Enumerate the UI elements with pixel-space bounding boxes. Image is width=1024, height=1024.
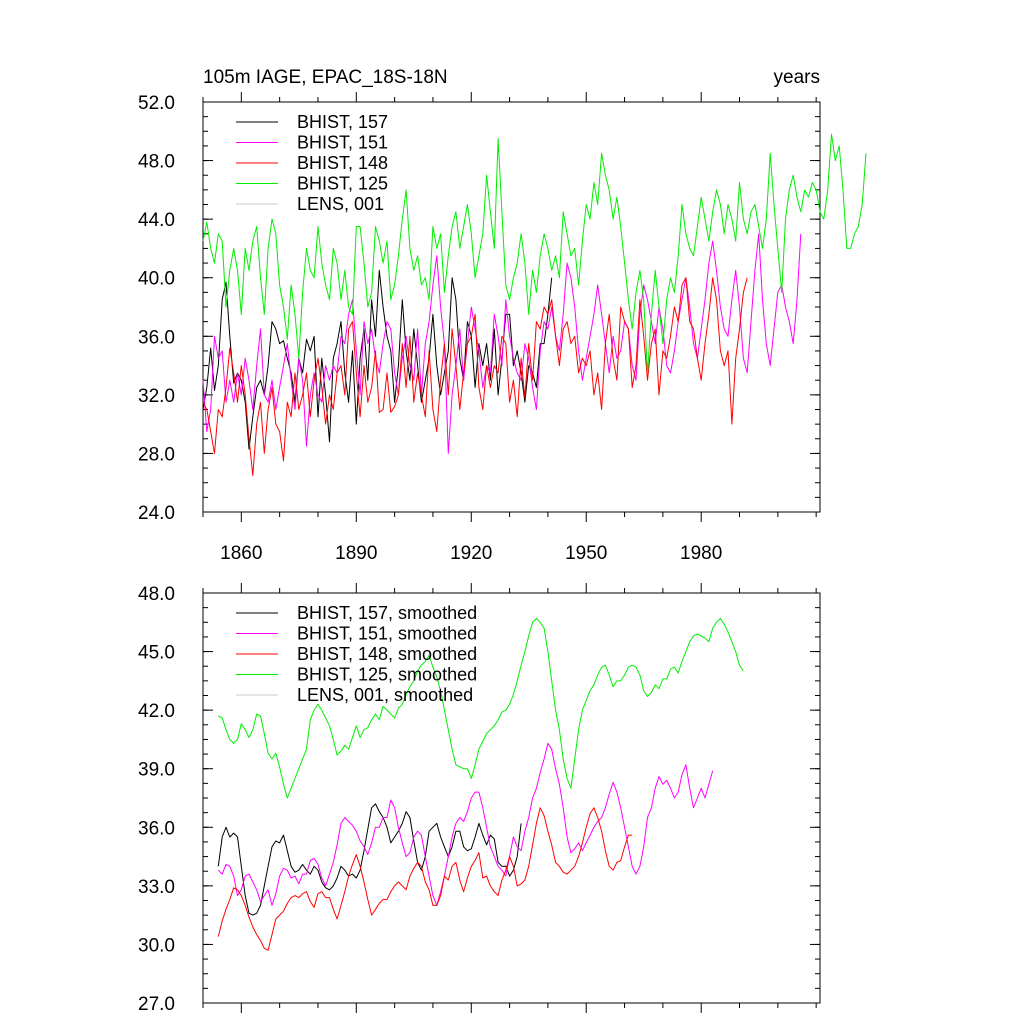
series-line	[202, 233, 802, 454]
y-tick-label: 40.0	[138, 269, 175, 290]
series-line	[217, 742, 714, 906]
legend-label: BHIST, 151, smoothed	[297, 624, 477, 644]
plot-frame-smoothed	[202, 592, 821, 1004]
axis-ticks-smoothed: 27.0 30.0 33.0 36.0 39.0 42.0 45.0 48.0	[138, 583, 820, 1015]
series-line	[202, 133, 867, 374]
y-tick-label: 48.0	[138, 584, 175, 605]
y-tick-label: 30.0	[138, 935, 175, 956]
legend-label: BHIST, 157, smoothed	[297, 603, 477, 623]
top-chart: 105m IAGE, EPAC_18S-18N years 24.0 28.0 32…	[138, 67, 867, 564]
legend-label: BHIST, 151	[297, 133, 388, 153]
units-label: years	[774, 67, 820, 88]
series-line	[217, 803, 522, 916]
series-line	[202, 269, 553, 450]
y-tick-label: 44.0	[138, 210, 175, 231]
chart-title: 105m IAGE, EPAC_18S-18N	[203, 67, 448, 88]
y-tick-label: 42.0	[138, 701, 175, 722]
x-tick-label: 1890	[335, 543, 377, 564]
series-line	[218, 617, 744, 799]
series-line	[202, 277, 748, 476]
y-tick-label: 52.0	[138, 93, 175, 114]
x-tick-label: 1860	[220, 543, 262, 564]
y-tick-label: 28.0	[138, 444, 175, 465]
bottom-chart: 27.0 30.0 33.0 36.0 39.0 42.0 45.0 48.0 BHIST, …	[138, 583, 821, 1015]
legend-label: BHIST, 125	[297, 174, 388, 194]
x-tick-label: 1920	[450, 543, 492, 564]
legend-label: LENS, 001	[297, 194, 384, 214]
axis-ticks: 24.0 28.0 32.0 36.0 40.0 44.0 48.0 52.0 1860 1890…	[138, 92, 820, 564]
y-tick-label: 39.0	[138, 760, 175, 781]
legend-label: BHIST, 148, smoothed	[297, 644, 477, 664]
legend-label: BHIST, 125, smoothed	[297, 665, 477, 685]
legend-label: LENS, 001, smoothed	[297, 685, 473, 705]
y-tick-label: 24.0	[138, 503, 175, 524]
x-tick-label: 1950	[565, 543, 607, 564]
series-lines	[202, 133, 867, 476]
y-tick-label: 36.0	[138, 818, 175, 839]
y-tick-label: 36.0	[138, 327, 175, 348]
x-tick-label: 1980	[680, 543, 722, 564]
y-tick-label: 45.0	[138, 643, 175, 664]
legend-label: BHIST, 157	[297, 112, 388, 132]
series-lines-smoothed	[217, 617, 744, 951]
y-tick-label: 27.0	[138, 994, 175, 1015]
legend-label: BHIST, 148	[297, 153, 388, 173]
y-tick-label: 33.0	[138, 877, 175, 898]
series-line	[217, 807, 633, 951]
y-tick-label: 32.0	[138, 386, 175, 407]
plot-frame	[202, 101, 821, 513]
y-tick-label: 48.0	[138, 152, 175, 173]
